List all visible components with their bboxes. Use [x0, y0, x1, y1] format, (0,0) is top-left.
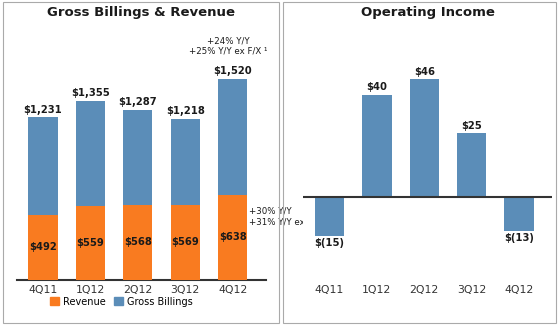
Title: Operating Income: Operating Income: [361, 6, 495, 19]
Text: $569: $569: [171, 237, 199, 247]
Bar: [75, 206, 105, 280]
Text: $1,355: $1,355: [71, 88, 110, 98]
Text: $(13): $(13): [504, 233, 534, 243]
Text: $1,520: $1,520: [213, 67, 252, 76]
Bar: [28, 117, 57, 215]
Text: +24% Y/Y
+25% Y/Y ex F/X ¹: +24% Y/Y +25% Y/Y ex F/X ¹: [189, 36, 267, 56]
Text: $559: $559: [76, 238, 104, 248]
Text: $25: $25: [461, 121, 482, 131]
Text: $1,287: $1,287: [118, 97, 157, 107]
Legend: Revenue, Gross Billings: Revenue, Gross Billings: [46, 293, 197, 311]
Text: $(15): $(15): [314, 239, 344, 248]
Text: $1,231: $1,231: [23, 105, 62, 114]
Bar: [362, 95, 392, 197]
Bar: [218, 196, 247, 280]
Bar: [410, 79, 439, 197]
Bar: [171, 204, 200, 280]
Bar: [315, 197, 344, 236]
Bar: [123, 205, 152, 280]
Bar: [123, 110, 152, 205]
Text: $638: $638: [219, 232, 247, 242]
Bar: [75, 101, 105, 206]
Text: $568: $568: [124, 237, 152, 247]
Bar: [218, 79, 247, 196]
Bar: [504, 197, 534, 231]
Text: $40: $40: [367, 82, 387, 92]
Text: $492: $492: [29, 242, 57, 252]
Text: $46: $46: [414, 67, 435, 77]
Bar: [28, 215, 57, 280]
Text: $1,218: $1,218: [166, 106, 205, 116]
Bar: [457, 133, 487, 197]
Text: +30% Y/Y
+31% Y/Y ex F/X ¹: +30% Y/Y +31% Y/Y ex F/X ¹: [249, 207, 328, 226]
Title: Gross Billings & Revenue: Gross Billings & Revenue: [47, 6, 235, 19]
Bar: [171, 119, 200, 204]
